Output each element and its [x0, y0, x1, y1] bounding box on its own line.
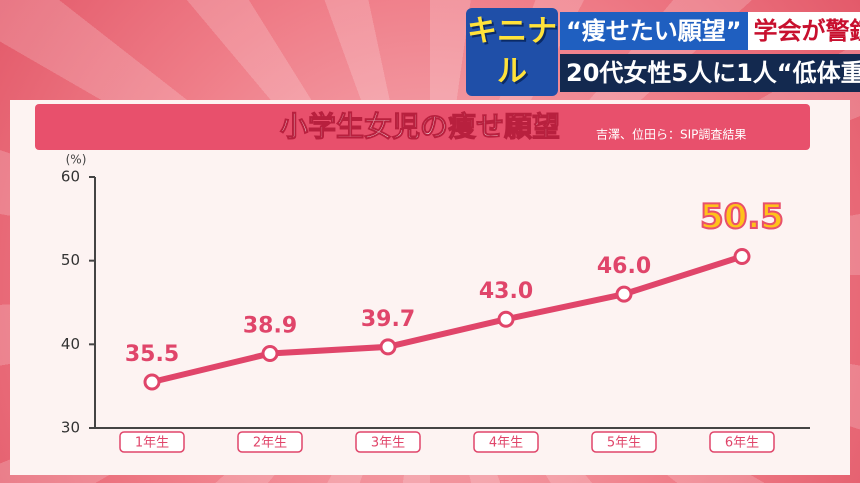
y-tick-label: 60	[61, 168, 80, 186]
x-tick-box	[355, 431, 421, 453]
x-tick-box	[709, 431, 775, 453]
data-point	[261, 345, 279, 363]
headline-1a: “痩せたい願望”	[560, 12, 748, 50]
x-tick-label: 2年生	[253, 436, 287, 451]
headline-2: 20代女性5人に1人“低体重”	[560, 54, 860, 92]
value-label: 39.7	[361, 307, 415, 332]
x-tick-label: 5年生	[607, 436, 641, 451]
value-label: 50.5	[700, 197, 784, 237]
x-tick-box	[473, 431, 539, 453]
value-label: 46.0	[597, 254, 651, 279]
headline-1b: 学会が警鐘	[747, 12, 860, 50]
y-tick-label: 40	[61, 335, 80, 353]
y-axis-label: (%)	[66, 153, 87, 167]
title-bar	[35, 104, 810, 150]
x-tick-label: 4年生	[489, 436, 523, 451]
y-tick-label: 50	[61, 251, 80, 269]
x-tick-box	[591, 431, 657, 453]
logo: キニナル	[466, 8, 558, 96]
x-tick-box	[119, 431, 185, 453]
source: 吉澤、位田ら：SIP調査結果	[596, 127, 746, 142]
x-tick-label: 1年生	[135, 436, 169, 451]
data-point	[615, 285, 633, 303]
value-label: 38.9	[243, 314, 297, 339]
panel	[10, 100, 850, 475]
y-tick-label: 30	[61, 419, 80, 437]
x-tick-label: 6年生	[725, 436, 759, 451]
value-label: 35.5	[125, 342, 179, 367]
x-tick-box	[237, 431, 303, 453]
data-line	[151, 253, 743, 385]
data-point	[379, 338, 397, 356]
headline-1: “痩せたい願望” 学会が警鐘	[560, 12, 860, 50]
value-label: 43.0	[479, 279, 533, 304]
data-point	[497, 310, 515, 328]
data-point	[733, 247, 751, 265]
chart-title: 小学生女児の痩せ願望	[280, 110, 560, 143]
data-point	[143, 373, 161, 391]
x-tick-label: 3年生	[371, 436, 405, 451]
